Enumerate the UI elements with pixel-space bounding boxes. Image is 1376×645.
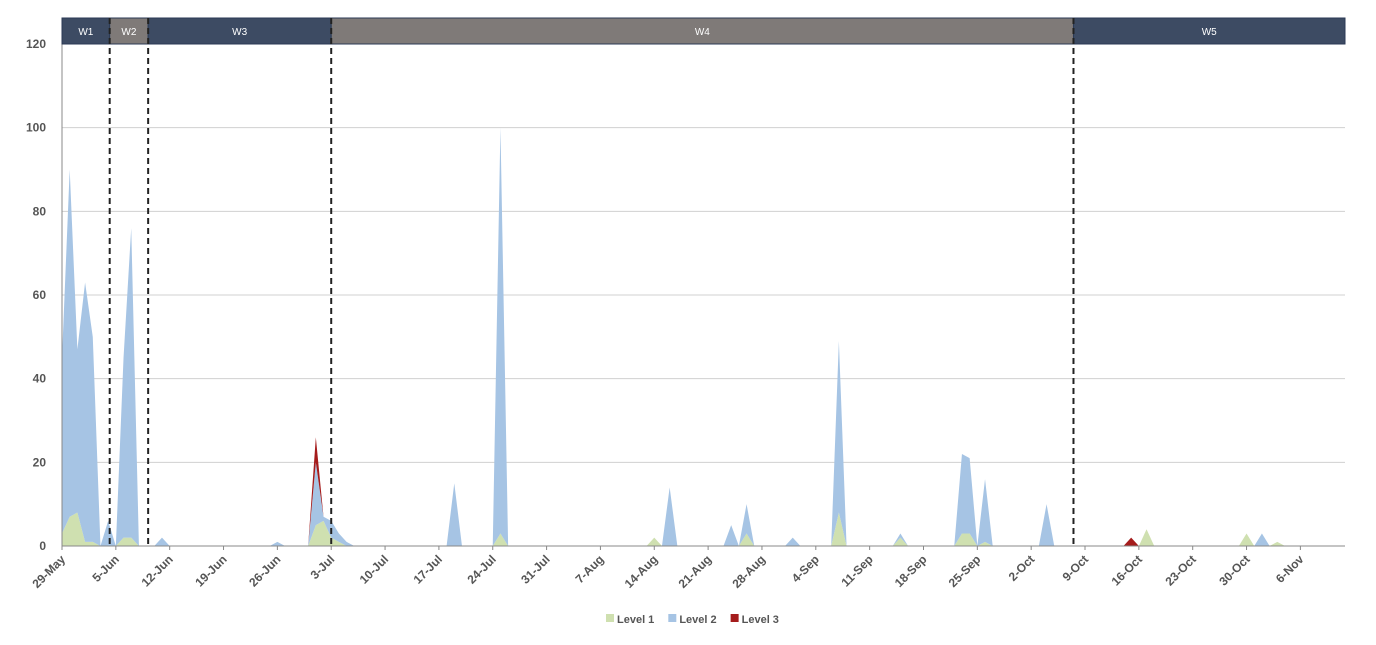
y-tick-label: 100 — [26, 121, 46, 135]
x-tick-label: 4-Sep — [789, 552, 822, 585]
area — [62, 512, 1339, 546]
y-tick-label: 40 — [33, 372, 47, 386]
legend-swatch — [730, 614, 739, 622]
phase-label: W5 — [1202, 27, 1217, 38]
legend-swatch — [606, 614, 614, 622]
x-tick-label: 12-Jun — [139, 552, 176, 589]
x-tick-label: 11-Sep — [838, 552, 875, 589]
phase-label: W2 — [121, 27, 136, 38]
y-tick-label: 20 — [33, 455, 47, 469]
x-tick-label: 30-Oct — [1216, 552, 1252, 588]
x-tick-label: 23-Oct — [1163, 552, 1199, 588]
phase-label: W1 — [78, 27, 93, 38]
x-tick-label: 3-Jul — [308, 552, 338, 582]
area — [62, 127, 1339, 547]
x-tick-label: 26-Jun — [246, 552, 283, 589]
phase-label: W4 — [695, 27, 710, 38]
phase-label: W3 — [232, 27, 247, 38]
x-tick-label: 19-Jun — [192, 552, 229, 589]
x-tick-label: 5-Jun — [89, 552, 122, 585]
x-tick-label: 6-Nov — [1273, 552, 1307, 586]
x-tick-label: 9-Oct — [1060, 552, 1092, 584]
x-tick-label: 16-Oct — [1109, 552, 1145, 588]
y-tick-label: 0 — [39, 539, 46, 553]
x-tick-label: 25-Sep — [946, 552, 984, 590]
x-tick-label: 17-Jul — [411, 552, 445, 586]
y-tick-label: 120 — [26, 37, 46, 51]
x-tick-label: 14-Aug — [622, 552, 661, 591]
phase-band — [1072, 17, 1346, 45]
x-tick-label: 31-Jul — [518, 552, 552, 586]
x-tick-label: 10-Jul — [357, 552, 391, 586]
x-tick-label: 21-Aug — [676, 552, 715, 591]
x-tick-label: 28-Aug — [729, 552, 768, 591]
x-tick-label: 7-Aug — [573, 552, 607, 586]
area — [62, 127, 1339, 547]
legend-label: Level 3 — [742, 614, 779, 626]
legend-label: Level 2 — [679, 614, 716, 626]
legend-swatch — [668, 614, 677, 622]
x-tick-label: 18-Sep — [892, 552, 930, 590]
x-tick-label: 2-Oct — [1006, 552, 1038, 584]
y-tick-label: 60 — [33, 288, 47, 302]
x-tick-label: 24-Jul — [464, 552, 498, 586]
y-tick-label: 80 — [33, 204, 47, 218]
legend-label: Level 1 — [617, 614, 654, 626]
x-tick-label: 29-May — [29, 552, 68, 591]
